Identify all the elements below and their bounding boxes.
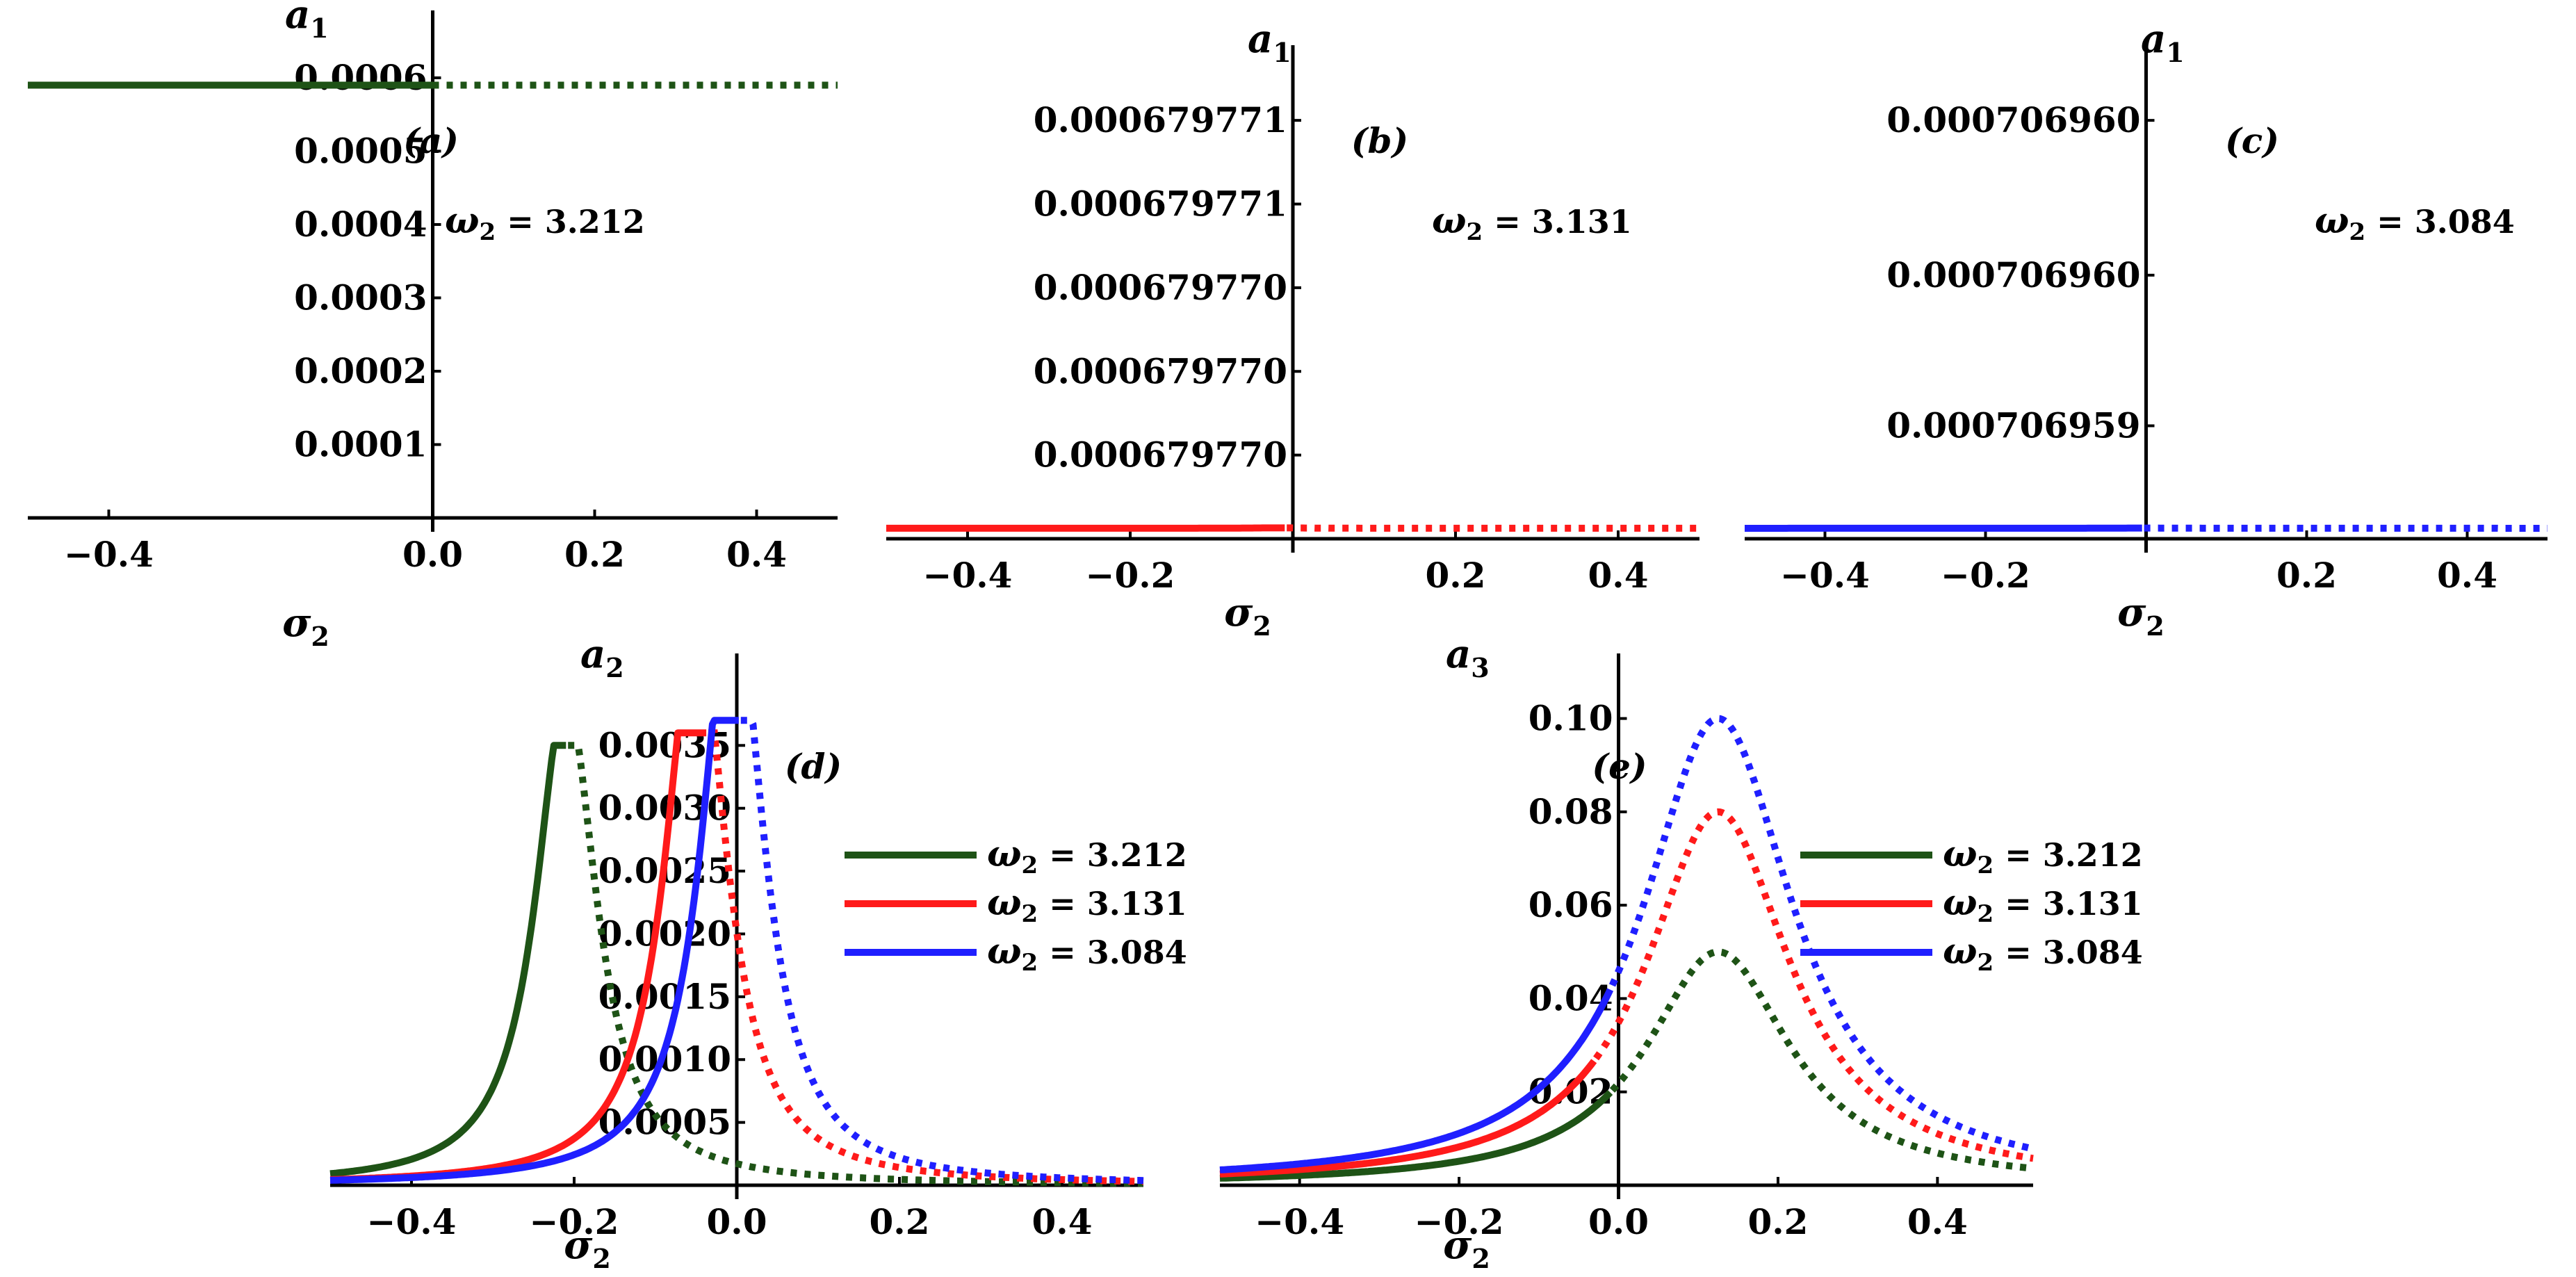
x-tick-label: 0.4: [1588, 555, 1649, 596]
x-tick-label: −0.2: [1415, 1201, 1504, 1242]
series-line-unstable: [1609, 948, 2034, 1172]
legend-label: ω2 = 3.212: [987, 833, 1187, 879]
y-tick-label: 0.000706960: [1886, 254, 2140, 295]
y-tick-label: 0.000706959: [1886, 405, 2140, 446]
x-tick-label: −0.4: [64, 534, 154, 575]
omega-annotation: ω2 = 3.084: [2315, 200, 2515, 246]
y-tick-label: 0.000706960: [1886, 99, 2140, 140]
y-tick-label: 0.0001: [294, 423, 427, 464]
y-axis-title: a1: [1248, 16, 1291, 68]
y-tick-label: 0.08: [1529, 791, 1613, 832]
x-axis-title: σ2: [282, 600, 329, 652]
legend-label: ω2 = 3.212: [1943, 833, 2143, 879]
series-line-stable: [328, 742, 568, 1178]
series-line-unstable: [568, 742, 1143, 1187]
x-axis-title: σ2: [1224, 589, 1271, 642]
y-tick-label: 0.0003: [294, 277, 427, 318]
x-tick-label: 0.2: [1426, 555, 1486, 596]
y-tick-label: 0.0005: [598, 1102, 731, 1143]
x-tick-label: 0.4: [2437, 555, 2497, 596]
y-tick-label: 0.0004: [294, 204, 427, 245]
legend-label: ω2 = 3.131: [1943, 881, 2143, 928]
y-tick-label: 0.0005: [294, 130, 427, 171]
y-axis-title: a3: [1446, 631, 1490, 683]
panel-a: −0.4 0.0 0.2 0.4 0.0001 0.0002 0.0003 0.0004 0.0…: [28, 0, 838, 652]
y-tick-label: 0.10: [1529, 698, 1613, 739]
y-tick-label: 0.000679770: [1034, 434, 1287, 475]
y-tick-label: 0.000679771: [1034, 99, 1287, 140]
x-tick-label: −0.4: [367, 1201, 457, 1242]
omega-annotation: ω2 = 3.212: [445, 200, 645, 246]
panel-tag: (c): [2225, 120, 2279, 161]
x-tick-label: −0.2: [1086, 555, 1175, 596]
y-tick-label: 0.000679770: [1034, 350, 1287, 391]
x-tick-label: 0.0: [1588, 1201, 1649, 1242]
y-tick-label: 0.0020: [598, 913, 731, 954]
y-tick-label: 0.0015: [598, 976, 731, 1017]
x-tick-label: −0.2: [530, 1201, 619, 1242]
y-tick-label: 0.000679770: [1034, 267, 1287, 308]
panel-d: −0.4 −0.2 0.0 0.2 0.40.00050.00100.00150.002…: [328, 631, 1187, 1274]
panel-tag: (a): [403, 120, 459, 161]
x-axis-title: σ2: [564, 1222, 611, 1274]
series-line-stable: [328, 717, 740, 1184]
x-tick-label: −0.4: [923, 555, 1013, 596]
x-tick-label: 0.2: [1747, 1201, 1808, 1242]
series-line-stable: [1218, 988, 1614, 1173]
x-tick-label: −0.2: [1941, 555, 2030, 596]
x-tick-label: 0.2: [2276, 555, 2337, 596]
legend-label: ω2 = 3.131: [987, 881, 1187, 928]
panel-c: −0.4 −0.2 0.2 0.4 0.000706959 0.000706960 0.00…: [1743, 16, 2548, 642]
panel-tag: (b): [1351, 120, 1408, 161]
series-line-unstable: [708, 729, 1144, 1185]
x-axis-title: σ2: [2117, 589, 2165, 642]
series-line-unstable: [740, 717, 1144, 1185]
legend-label: ω2 = 3.084: [1943, 930, 2143, 977]
y-tick-label: 0.0030: [598, 788, 731, 829]
omega-annotation: ω2 = 3.131: [1432, 200, 1632, 246]
series-line-stable: [1218, 1059, 1597, 1178]
x-tick-label: −0.4: [1255, 1201, 1344, 1242]
legend-label: ω2 = 3.084: [987, 930, 1187, 977]
x-tick-label: 0.4: [726, 534, 787, 575]
panel-e: −0.4 −0.2 0.0 0.2 0.40.020.040.060.080.10a3σ…: [1218, 631, 2143, 1274]
x-tick-label: 0.0: [707, 1201, 767, 1242]
panel-tag: (e): [1592, 746, 1647, 787]
panel-b: −0.4 −0.2 0.2 0.4 0.000679770 0.000679770 0.00…: [884, 16, 1699, 642]
x-tick-label: −0.4: [1780, 555, 1870, 596]
x-tick-label: 0.4: [1907, 1201, 1968, 1242]
x-tick-label: 0.2: [564, 534, 625, 575]
series-line-stable: [1218, 1090, 1613, 1182]
y-axis-title: a1: [2141, 16, 2185, 68]
panel-tag: (d): [785, 746, 842, 787]
y-axis-title: a2: [580, 631, 624, 683]
y-axis-title: a1: [285, 0, 329, 44]
y-tick-label: 0.000679771: [1034, 184, 1287, 225]
y-tick-label: 0.06: [1529, 884, 1613, 925]
y-tick-label: 0.0002: [294, 350, 427, 391]
x-tick-label: 0.0: [402, 534, 463, 575]
x-axis-title: σ2: [1443, 1222, 1490, 1274]
x-tick-label: 0.4: [1032, 1201, 1093, 1242]
y-tick-label: 0.0006: [294, 57, 427, 98]
x-tick-label: 0.2: [870, 1201, 930, 1242]
